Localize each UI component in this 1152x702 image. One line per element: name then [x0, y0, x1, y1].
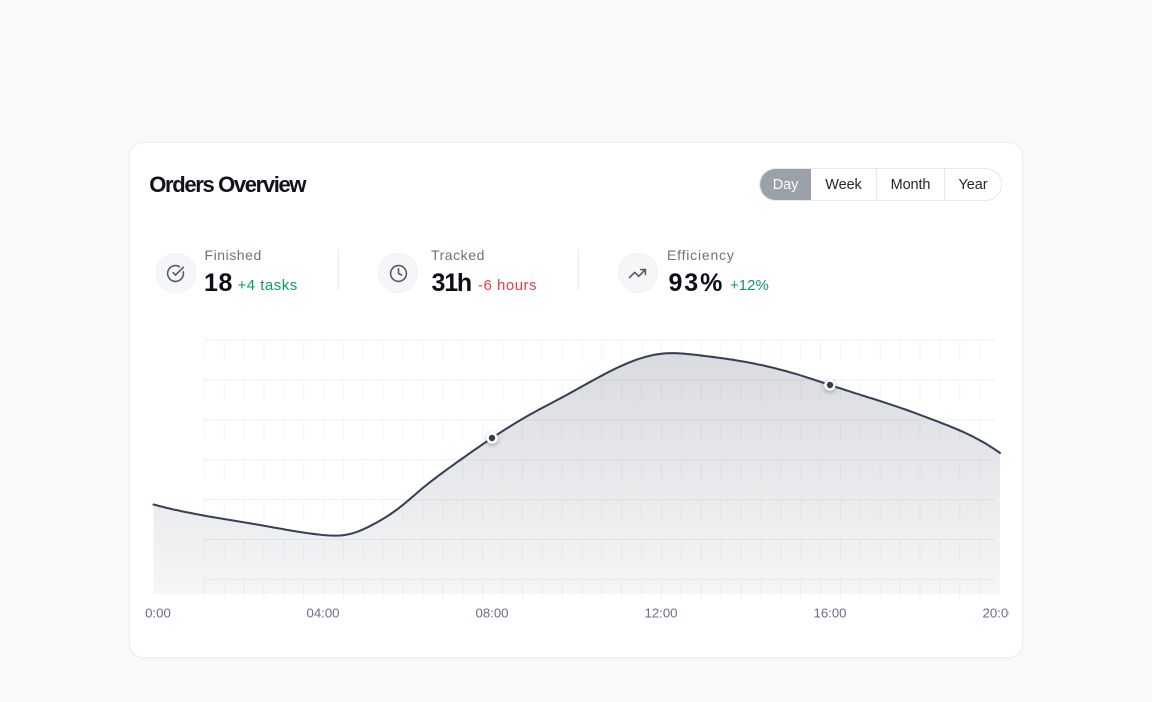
svg-text:04:00: 04:00	[306, 606, 339, 621]
svg-text:0:00: 0:00	[145, 606, 171, 621]
svg-text:16:00: 16:00	[813, 606, 846, 621]
svg-text:12:00: 12:00	[644, 606, 677, 621]
svg-text:08:00: 08:00	[475, 606, 508, 621]
svg-text:20:00: 20:00	[982, 606, 1009, 621]
